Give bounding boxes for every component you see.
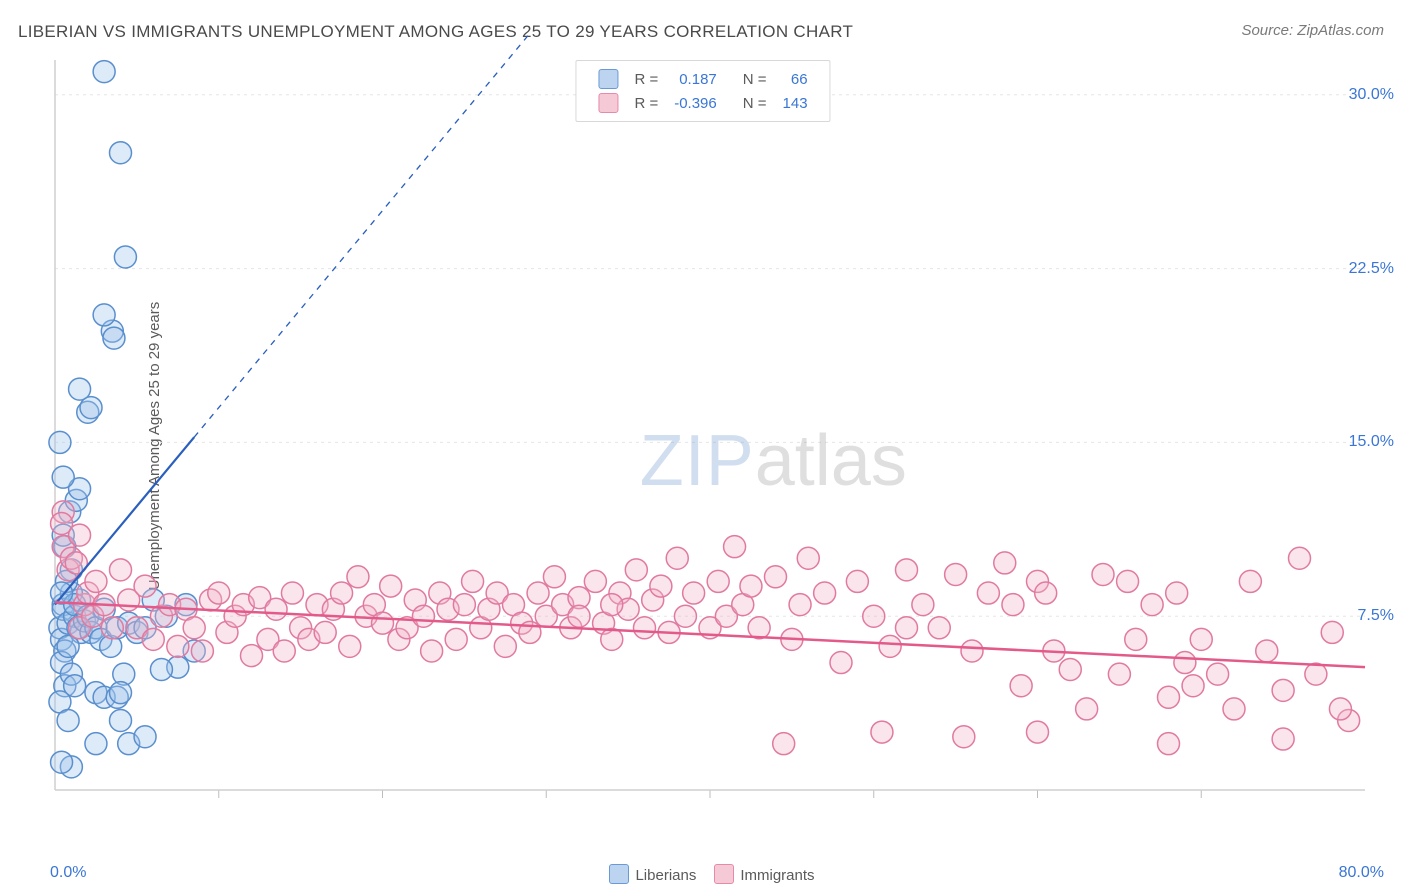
- series-label: Liberians: [635, 867, 696, 884]
- y-tick-label: 15.0%: [1349, 433, 1394, 451]
- series-swatch: [714, 864, 734, 884]
- x-max-label: 80.0%: [1339, 864, 1384, 882]
- series-label: Immigrants: [740, 867, 814, 884]
- n-label: N =: [725, 67, 775, 91]
- n-label: N =: [725, 91, 775, 115]
- plot-area: [55, 60, 1365, 820]
- legend-swatch: [598, 93, 618, 113]
- y-tick-label: 30.0%: [1349, 86, 1394, 104]
- stats-legend-row: R =-0.396N =143: [590, 91, 815, 115]
- y-tick-label: 7.5%: [1358, 607, 1394, 625]
- r-value: -0.396: [666, 91, 725, 115]
- stats-legend-row: R =0.187N =66: [590, 67, 815, 91]
- n-value: 143: [775, 91, 816, 115]
- r-value: 0.187: [666, 67, 725, 91]
- legend-swatch: [598, 69, 618, 89]
- n-value: 66: [775, 67, 816, 91]
- chart-container: LIBERIAN VS IMMIGRANTS UNEMPLOYMENT AMON…: [0, 0, 1406, 892]
- series-legend: Liberians Immigrants: [0, 864, 1406, 884]
- series-swatch: [609, 864, 629, 884]
- stats-legend-table: R =0.187N =66R =-0.396N =143: [590, 67, 815, 115]
- y-tick-label: 22.5%: [1349, 260, 1394, 278]
- chart-title: LIBERIAN VS IMMIGRANTS UNEMPLOYMENT AMON…: [18, 22, 853, 42]
- source-attribution: Source: ZipAtlas.com: [1241, 22, 1384, 39]
- r-label: R =: [626, 67, 666, 91]
- x-origin-label: 0.0%: [50, 864, 86, 882]
- r-label: R =: [626, 91, 666, 115]
- stats-legend-box: R =0.187N =66R =-0.396N =143: [575, 60, 830, 122]
- chart-svg: [55, 60, 1365, 820]
